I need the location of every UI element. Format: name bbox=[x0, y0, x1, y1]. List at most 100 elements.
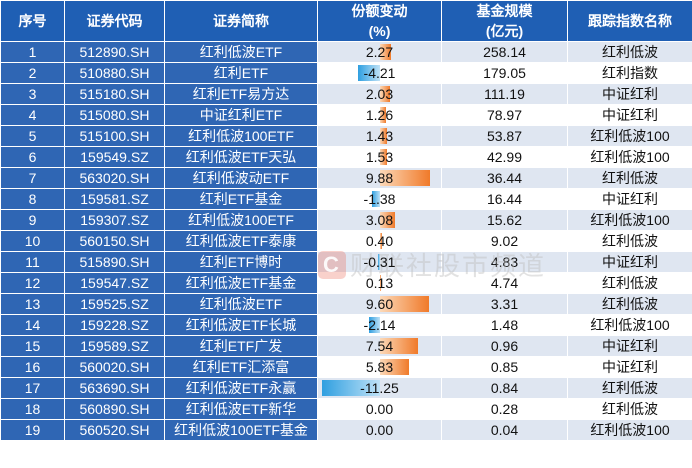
share-change-value: 5.83 bbox=[365, 359, 394, 375]
table-row: 14 159228.SZ 红利低波ETF长城 -2.14 1.48 红利低波100 bbox=[0, 314, 692, 336]
cell-code: 515180.SH bbox=[64, 83, 165, 105]
table-row: 7 563020.SH 红利低波动ETF 9.88 36.44 红利低波 bbox=[0, 167, 692, 189]
cell-name: 中证红利ETF bbox=[164, 104, 318, 126]
negative-change-bar bbox=[372, 191, 380, 207]
cell-fund-size: 16.44 bbox=[441, 188, 568, 210]
cell-fund-size: 1.48 bbox=[441, 314, 568, 336]
cell-tracking-index: 中证红利 bbox=[567, 335, 692, 357]
share-change-value: 0.13 bbox=[365, 275, 394, 291]
cell-code: 159589.SZ bbox=[64, 335, 165, 357]
cell-index: 3 bbox=[0, 83, 65, 105]
share-change-value: -2.14 bbox=[363, 317, 396, 333]
header-row: 序号 证券代码 证券简称 份额变动 (%) 基金规模 (亿元) 跟踪指数名称 bbox=[0, 0, 692, 42]
cell-fund-size: 0.84 bbox=[441, 377, 568, 399]
share-change-value: 0.40 bbox=[365, 233, 394, 249]
share-change-value: 3.08 bbox=[365, 212, 394, 228]
cell-share-change: -1.38 bbox=[317, 188, 442, 210]
positive-change-bar bbox=[379, 359, 410, 375]
cell-index: 6 bbox=[0, 146, 65, 168]
positive-change-bar bbox=[379, 338, 419, 354]
cell-tracking-index: 红利低波100 bbox=[567, 125, 692, 147]
cell-code: 159547.SZ bbox=[64, 272, 165, 294]
table-row: 9 159307.SZ 红利低波100ETF 3.08 15.62 红利低波100 bbox=[0, 209, 692, 231]
cell-tracking-index: 红利低波100 bbox=[567, 419, 692, 441]
header-tracking-index: 跟踪指数名称 bbox=[567, 0, 692, 42]
cell-code: 159307.SZ bbox=[64, 209, 165, 231]
cell-index: 18 bbox=[0, 398, 65, 420]
cell-name: 红利低波ETF新华 bbox=[164, 398, 318, 420]
cell-share-change: 0.00 bbox=[317, 398, 442, 420]
table-row: 4 515080.SH 中证红利ETF 1.26 78.97 中证红利 bbox=[0, 104, 692, 126]
positive-change-bar bbox=[379, 44, 392, 60]
cell-code: 510880.SH bbox=[64, 62, 165, 84]
cell-fund-size: 3.31 bbox=[441, 293, 568, 315]
cell-code: 515080.SH bbox=[64, 104, 165, 126]
header-share-change-line2: (%) bbox=[368, 23, 391, 39]
header-fund-size: 基金规模 (亿元) bbox=[441, 0, 568, 42]
cell-index: 16 bbox=[0, 356, 65, 378]
cell-code: 560020.SH bbox=[64, 356, 165, 378]
header-name: 证券简称 bbox=[164, 0, 318, 42]
cell-fund-size: 179.05 bbox=[441, 62, 568, 84]
cell-name: 红利低波ETF长城 bbox=[164, 314, 318, 336]
cell-index: 7 bbox=[0, 167, 65, 189]
positive-change-bar bbox=[379, 149, 388, 165]
cell-index: 14 bbox=[0, 314, 65, 336]
cell-share-change: 1.26 bbox=[317, 104, 442, 126]
cell-name: 红利ETF博时 bbox=[164, 251, 318, 273]
cell-name: 红利ETF基金 bbox=[164, 188, 318, 210]
table-row: 18 560890.SH 红利低波ETF新华 0.00 0.28 红利低波 bbox=[0, 398, 692, 420]
cell-index: 8 bbox=[0, 188, 65, 210]
cell-name: 红利低波动ETF bbox=[164, 167, 318, 189]
cell-share-change: 7.54 bbox=[317, 335, 442, 357]
share-change-value: -1.38 bbox=[363, 191, 396, 207]
cell-name: 红利ETF汇添富 bbox=[164, 356, 318, 378]
table-row: 17 563690.SH 红利低波ETF永赢 -11.25 0.84 红利低波 bbox=[0, 377, 692, 399]
table-row: 15 159589.SZ 红利ETF广发 7.54 0.96 中证红利 bbox=[0, 335, 692, 357]
cell-index: 1 bbox=[0, 41, 65, 63]
cell-index: 17 bbox=[0, 377, 65, 399]
cell-tracking-index: 中证红利 bbox=[567, 104, 692, 126]
cell-index: 9 bbox=[0, 209, 65, 231]
positive-change-bar bbox=[379, 86, 390, 102]
cell-fund-size: 42.99 bbox=[441, 146, 568, 168]
cell-index: 2 bbox=[0, 62, 65, 84]
header-share-change: 份额变动 (%) bbox=[317, 0, 442, 42]
cell-fund-size: 111.19 bbox=[441, 83, 568, 105]
cell-share-change: 0.00 bbox=[317, 419, 442, 441]
share-change-value: 0.00 bbox=[365, 422, 394, 438]
share-change-value: 1.53 bbox=[365, 149, 394, 165]
cell-fund-size: 4.83 bbox=[441, 251, 568, 273]
table-row: 5 515100.SH 红利低波100ETF 1.43 53.87 红利低波100 bbox=[0, 125, 692, 147]
cell-fund-size: 78.97 bbox=[441, 104, 568, 126]
cell-name: 红利低波ETF泰康 bbox=[164, 230, 318, 252]
cell-code: 563020.SH bbox=[64, 167, 165, 189]
table-row: 6 159549.SZ 红利低波ETF天弘 1.53 42.99 红利低波100 bbox=[0, 146, 692, 168]
cell-tracking-index: 红利指数 bbox=[567, 62, 692, 84]
cell-code: 159549.SZ bbox=[64, 146, 165, 168]
cell-tracking-index: 中证红利 bbox=[567, 188, 692, 210]
share-change-value: -4.21 bbox=[363, 65, 396, 81]
cell-code: 515100.SH bbox=[64, 125, 165, 147]
cell-share-change: 2.27 bbox=[317, 41, 442, 63]
table-header: 序号 证券代码 证券简称 份额变动 (%) 基金规模 (亿元) 跟踪指数名称 bbox=[0, 0, 692, 42]
cell-name: 红利ETF易方达 bbox=[164, 83, 318, 105]
cell-fund-size: 36.44 bbox=[441, 167, 568, 189]
cell-fund-size: 53.87 bbox=[441, 125, 568, 147]
cell-fund-size: 0.96 bbox=[441, 335, 568, 357]
positive-change-bar bbox=[379, 275, 381, 291]
cell-code: 159525.SZ bbox=[64, 293, 165, 315]
table-row: 1 512890.SH 红利低波ETF 2.27 258.14 红利低波 bbox=[0, 41, 692, 63]
positive-change-bar bbox=[379, 128, 387, 144]
table-row: 19 560520.SH 红利低波100ETF基金 0.00 0.04 红利低波100 bbox=[0, 419, 692, 441]
share-change-value: 1.43 bbox=[365, 128, 394, 144]
cell-name: 红利ETF bbox=[164, 62, 318, 84]
share-change-value: 9.60 bbox=[365, 296, 394, 312]
cell-index: 4 bbox=[0, 104, 65, 126]
share-change-value: 1.26 bbox=[365, 107, 394, 123]
cell-index: 5 bbox=[0, 125, 65, 147]
cell-tracking-index: 红利低波100 bbox=[567, 209, 692, 231]
cell-tracking-index: 中证红利 bbox=[567, 356, 692, 378]
cell-code: 560890.SH bbox=[64, 398, 165, 420]
cell-name: 红利低波100ETF基金 bbox=[164, 419, 318, 441]
